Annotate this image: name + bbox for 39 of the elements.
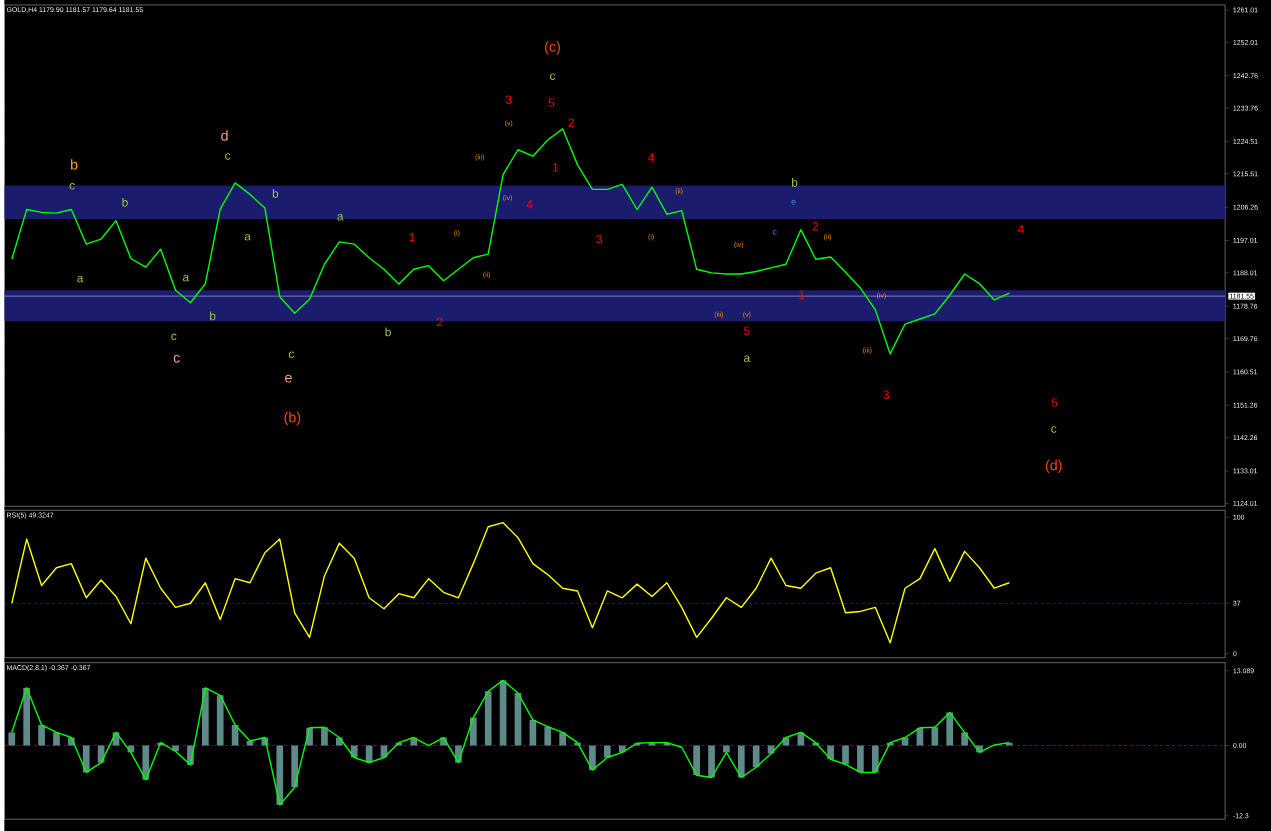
annotation: c bbox=[1051, 426, 1057, 433]
annotation: c bbox=[225, 153, 231, 160]
annotation: 5 bbox=[744, 326, 750, 335]
annotation: 4 bbox=[648, 153, 655, 162]
annotation: b bbox=[792, 177, 798, 187]
annotation: (b) bbox=[284, 411, 301, 426]
annotation: 4 bbox=[526, 200, 533, 209]
annotation: c bbox=[772, 229, 777, 235]
annotation: a bbox=[77, 275, 84, 283]
annotation: c bbox=[173, 354, 180, 363]
annotation: b bbox=[385, 327, 391, 337]
annotation: 1 bbox=[409, 233, 415, 242]
annotation: 3 bbox=[596, 234, 603, 244]
annotation: b bbox=[71, 159, 78, 170]
annotation: 1 bbox=[553, 163, 559, 172]
annotation: (c) bbox=[545, 41, 560, 55]
annotation: c bbox=[171, 333, 177, 341]
annotation: 3 bbox=[505, 95, 512, 104]
annotation: 2 bbox=[568, 118, 575, 127]
annotation: a bbox=[244, 233, 251, 241]
annotation: 4 bbox=[1017, 225, 1024, 234]
annotation: a bbox=[744, 355, 751, 362]
annotation: c bbox=[550, 73, 556, 80]
annotation: 3 bbox=[883, 390, 890, 399]
annotation: b bbox=[122, 197, 128, 207]
annotation: 1 bbox=[799, 290, 805, 299]
annotation: e bbox=[791, 199, 796, 205]
annotation: b bbox=[210, 311, 216, 321]
annotation: 2 bbox=[437, 317, 443, 326]
annotation: e bbox=[285, 374, 292, 383]
annotation: c bbox=[288, 351, 295, 358]
annotation: a bbox=[337, 213, 344, 221]
annotation: 2 bbox=[812, 222, 819, 231]
annotation: b bbox=[272, 188, 279, 198]
annotation: a bbox=[182, 274, 190, 282]
annotation: (d) bbox=[1045, 459, 1062, 473]
annotation: 5 bbox=[1051, 398, 1058, 407]
annotation: d bbox=[221, 130, 228, 141]
annotation: 5 bbox=[548, 98, 555, 107]
